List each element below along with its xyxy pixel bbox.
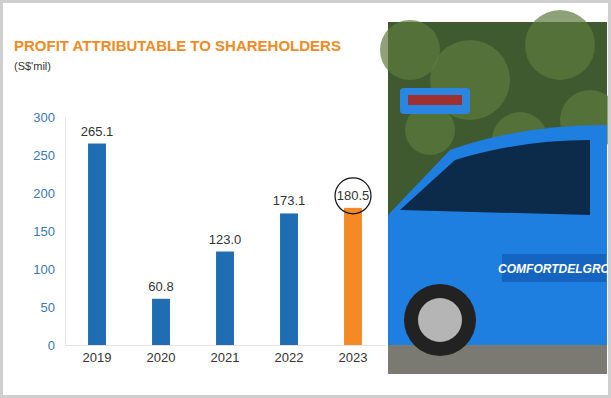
x-tick: 2022 — [275, 345, 304, 365]
data-label: 123.0 — [209, 232, 242, 247]
y-tick: 50 — [41, 300, 65, 315]
y-tick: 100 — [33, 262, 65, 277]
y-tick-label: 100 — [33, 262, 55, 277]
bar — [216, 252, 234, 345]
bar — [344, 208, 362, 345]
foliage — [525, 10, 595, 80]
photo-panel: COMFORTDELGRO — [380, 10, 611, 374]
taxi-rim — [418, 298, 462, 342]
x-tick-label: 2020 — [147, 350, 176, 365]
data-label: 265.1 — [81, 124, 114, 139]
bar — [88, 144, 106, 345]
highlight-circle — [335, 178, 371, 214]
x-tick: 2020 — [147, 345, 176, 365]
taxi-wheel — [404, 284, 476, 356]
y-axis: 0 50 100 150 200 250 300 — [33, 110, 65, 353]
x-tick: 2021 — [211, 345, 240, 365]
y-tick-label: 250 — [33, 148, 55, 163]
background — [0, 0, 611, 398]
y-tick: 250 — [33, 148, 65, 163]
data-label: 173.1 — [273, 193, 306, 208]
taxi-window — [400, 140, 590, 215]
title: PROFIT ATTRIBUTABLE TO SHAREHOLDERS — [14, 37, 341, 54]
x-tick-label: 2022 — [275, 350, 304, 365]
chart-root: COMFORTDELGRO PROFIT ATTRIBUTABLE TO SHAR… — [0, 0, 611, 398]
y-axis-line — [65, 118, 66, 346]
annotation: COMFORTDELGRO — [498, 262, 610, 276]
data-labels: 265.1 60.8 123.0 173.1 180.5 — [81, 124, 370, 294]
y-tick-label: 150 — [33, 224, 55, 239]
x-axis-line — [66, 345, 386, 346]
y-tick: 300 — [33, 110, 65, 125]
y-tick: 200 — [33, 186, 65, 201]
taxi-sign-display — [408, 95, 462, 105]
taxi-roof-sign — [400, 88, 470, 114]
y-tick: 150 — [33, 224, 65, 239]
y-tick-label: 200 — [33, 186, 55, 201]
y-tick: 0 — [48, 338, 65, 353]
data-label: 60.8 — [148, 279, 173, 294]
x-axis: 2019 2020 2021 2022 2023 — [66, 345, 386, 365]
x-tick: 2019 — [83, 345, 112, 365]
y-tick-label: 0 — [48, 338, 55, 353]
frame — [2, 2, 610, 397]
taxi-body — [388, 125, 607, 345]
x-tick: 2023 — [339, 345, 368, 365]
data-label: 180.5 — [337, 188, 370, 203]
x-tick-label: 2021 — [211, 350, 240, 365]
x-tick-label: 2023 — [339, 350, 368, 365]
x-tick-label: 2019 — [83, 350, 112, 365]
bar — [152, 299, 170, 345]
bar — [280, 213, 298, 345]
y-tick-label: 300 — [33, 110, 55, 125]
subtitle: (S$'mil) — [14, 60, 51, 72]
foliage — [380, 20, 440, 80]
bars — [88, 144, 362, 345]
y-tick-label: 50 — [41, 300, 55, 315]
